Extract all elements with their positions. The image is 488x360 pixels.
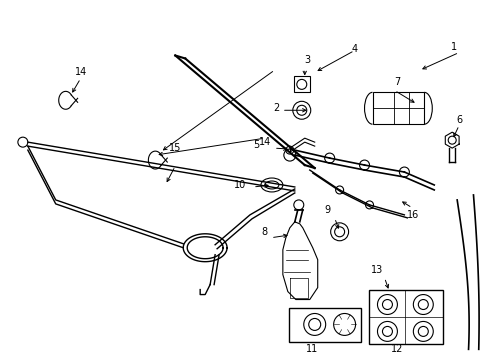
Text: 8: 8: [261, 227, 267, 237]
Text: 14: 14: [258, 137, 270, 147]
Text: 3: 3: [304, 55, 310, 66]
Text: 10: 10: [233, 180, 245, 190]
Text: 16: 16: [407, 210, 419, 220]
Text: 11: 11: [305, 345, 317, 354]
Text: 15: 15: [169, 143, 181, 153]
Bar: [368, 289, 442, 345]
Text: 6: 6: [455, 115, 461, 125]
Bar: [372, 92, 424, 124]
Text: 7: 7: [393, 77, 400, 87]
Text: 1: 1: [450, 41, 456, 51]
Text: 4: 4: [351, 44, 357, 54]
Bar: [288, 307, 360, 342]
Text: 5: 5: [252, 140, 259, 150]
Text: 13: 13: [370, 265, 383, 275]
Text: 2: 2: [272, 103, 279, 113]
Text: 9: 9: [324, 205, 330, 215]
Text: 12: 12: [390, 345, 403, 354]
Bar: [293, 76, 309, 92]
Text: 14: 14: [74, 67, 86, 77]
